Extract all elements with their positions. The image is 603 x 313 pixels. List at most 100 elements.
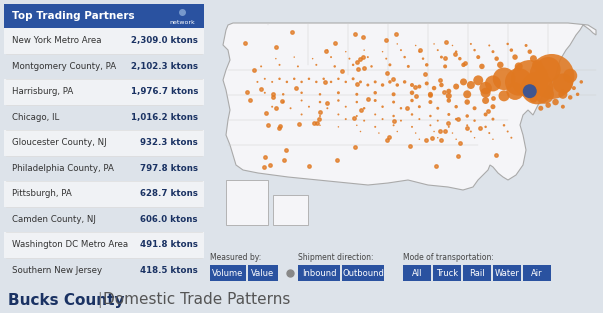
Circle shape: [507, 43, 509, 45]
Circle shape: [264, 78, 266, 80]
Circle shape: [484, 126, 487, 128]
Circle shape: [421, 57, 425, 60]
Circle shape: [558, 90, 567, 99]
Text: Outbound: Outbound: [342, 269, 384, 278]
Circle shape: [319, 93, 321, 95]
Circle shape: [327, 49, 328, 51]
Circle shape: [396, 83, 399, 87]
Circle shape: [467, 81, 475, 89]
Circle shape: [443, 64, 447, 69]
Circle shape: [282, 93, 285, 95]
Circle shape: [473, 106, 476, 110]
FancyBboxPatch shape: [4, 79, 204, 105]
FancyBboxPatch shape: [342, 265, 384, 281]
Circle shape: [453, 84, 459, 90]
Circle shape: [523, 84, 537, 98]
Text: 1,016.2 ktons: 1,016.2 ktons: [131, 113, 198, 122]
Circle shape: [410, 83, 414, 87]
Circle shape: [507, 131, 509, 132]
Circle shape: [403, 56, 406, 58]
Text: 932.3 ktons: 932.3 ktons: [140, 138, 198, 147]
Circle shape: [476, 55, 480, 59]
Circle shape: [378, 132, 380, 134]
Circle shape: [446, 93, 452, 99]
Text: Mode of transportation:: Mode of transportation:: [403, 253, 494, 262]
Circle shape: [491, 118, 494, 121]
Circle shape: [530, 55, 537, 62]
Circle shape: [345, 51, 347, 52]
Circle shape: [367, 56, 369, 58]
Circle shape: [446, 89, 451, 94]
Circle shape: [473, 49, 476, 51]
Circle shape: [356, 101, 358, 103]
Circle shape: [552, 99, 559, 105]
Circle shape: [326, 107, 329, 109]
Circle shape: [455, 138, 457, 140]
Circle shape: [337, 78, 339, 80]
Circle shape: [374, 80, 377, 83]
Text: Chicago, IL: Chicago, IL: [12, 113, 59, 122]
Circle shape: [312, 58, 314, 59]
Circle shape: [488, 132, 490, 134]
Circle shape: [385, 58, 387, 60]
Text: network: network: [169, 19, 195, 24]
Circle shape: [271, 81, 273, 83]
Circle shape: [437, 120, 439, 122]
Circle shape: [510, 49, 513, 52]
Text: Shipment direction:: Shipment direction:: [298, 253, 373, 262]
Circle shape: [493, 68, 515, 90]
Text: Pittsburgh, PA: Pittsburgh, PA: [12, 189, 72, 198]
Circle shape: [499, 90, 510, 101]
Circle shape: [452, 45, 453, 46]
Circle shape: [297, 65, 299, 67]
Circle shape: [400, 49, 402, 51]
Circle shape: [515, 62, 523, 70]
Text: Gloucester County, NJ: Gloucester County, NJ: [12, 138, 107, 147]
Text: Domestic Trade Patterns: Domestic Trade Patterns: [103, 293, 291, 307]
FancyBboxPatch shape: [4, 28, 204, 54]
Circle shape: [479, 82, 492, 94]
Circle shape: [535, 57, 561, 82]
Circle shape: [461, 63, 466, 67]
Text: New York Metro Area: New York Metro Area: [12, 36, 101, 45]
Circle shape: [345, 118, 347, 120]
Circle shape: [411, 126, 413, 128]
Circle shape: [437, 49, 439, 51]
Circle shape: [417, 85, 421, 89]
Circle shape: [466, 114, 469, 118]
Circle shape: [572, 86, 576, 90]
Circle shape: [482, 97, 489, 104]
Text: 1,976.7 ktons: 1,976.7 ktons: [131, 87, 198, 96]
Text: 797.8 ktons: 797.8 ktons: [140, 164, 198, 173]
Circle shape: [338, 126, 339, 128]
Circle shape: [491, 50, 494, 53]
Circle shape: [293, 78, 295, 80]
Text: 2,309.0 ktons: 2,309.0 ktons: [131, 36, 198, 45]
Circle shape: [330, 81, 332, 83]
Text: Rail: Rail: [469, 269, 485, 278]
FancyBboxPatch shape: [523, 265, 551, 281]
Text: Washington DC Metro Area: Washington DC Metro Area: [12, 240, 128, 249]
FancyBboxPatch shape: [463, 265, 491, 281]
Circle shape: [532, 60, 542, 70]
Text: 491.8 ktons: 491.8 ktons: [140, 240, 198, 249]
FancyBboxPatch shape: [433, 265, 461, 281]
Circle shape: [397, 131, 398, 132]
Text: Truck: Truck: [436, 269, 458, 278]
Circle shape: [473, 119, 476, 122]
Circle shape: [415, 132, 417, 134]
Circle shape: [279, 64, 280, 66]
Text: All: All: [412, 269, 422, 278]
Circle shape: [278, 78, 281, 80]
Circle shape: [436, 107, 439, 110]
Circle shape: [425, 81, 429, 85]
Circle shape: [432, 86, 437, 90]
Circle shape: [300, 91, 303, 94]
Circle shape: [488, 44, 490, 46]
Circle shape: [374, 113, 376, 115]
FancyBboxPatch shape: [493, 265, 521, 281]
Circle shape: [391, 92, 396, 96]
FancyBboxPatch shape: [4, 4, 204, 28]
Text: Top Trading Partners: Top Trading Partners: [12, 11, 134, 21]
Circle shape: [282, 101, 284, 103]
